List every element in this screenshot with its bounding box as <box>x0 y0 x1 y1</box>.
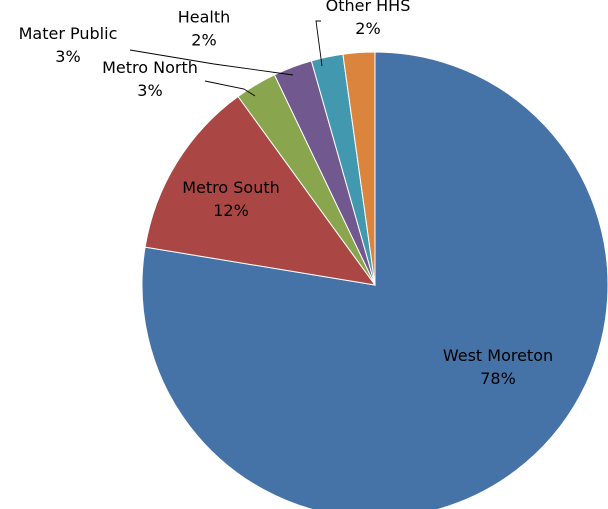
slice-label-metro-south-percent: 12% <box>213 201 249 220</box>
slice-label-childrens-health-percent: 2% <box>191 31 216 50</box>
slice-label-mater-public-name: Mater Public <box>19 24 118 43</box>
slice-labels: West Moreton 78% Metro South 12% Metro North… <box>19 0 554 388</box>
slice-label-childrens-health-name-line-1: Childrens <box>167 0 242 4</box>
slice-label-metro-north-percent: 3% <box>137 81 162 100</box>
slice-label-metro-south-name: Metro South <box>182 178 280 197</box>
slice-label-mater-public-percent: 3% <box>55 47 80 66</box>
leader-lines <box>129 20 323 97</box>
pie-slice-other-hhs <box>342 51 376 286</box>
pie-slices <box>141 51 608 509</box>
slice-label-metro-north-name: Metro North <box>102 58 198 77</box>
slice-label-west-moreton-name: West Moreton <box>443 346 553 365</box>
slice-label-other-hhs-percent: 2% <box>355 19 380 38</box>
slice-label-childrens-health-name-line-2: Health <box>178 8 231 27</box>
leader-line-mater-public <box>129 49 294 76</box>
leader-line-metro-north <box>204 80 256 97</box>
slice-label-other-hhs-name: Other HHS <box>326 0 411 15</box>
slice-label-west-moreton-percent: 78% <box>480 369 516 388</box>
pie-slice-metro-south <box>144 95 377 286</box>
pie-slice-west-moreton <box>141 51 608 509</box>
leader-line-other-hhs <box>315 20 323 67</box>
